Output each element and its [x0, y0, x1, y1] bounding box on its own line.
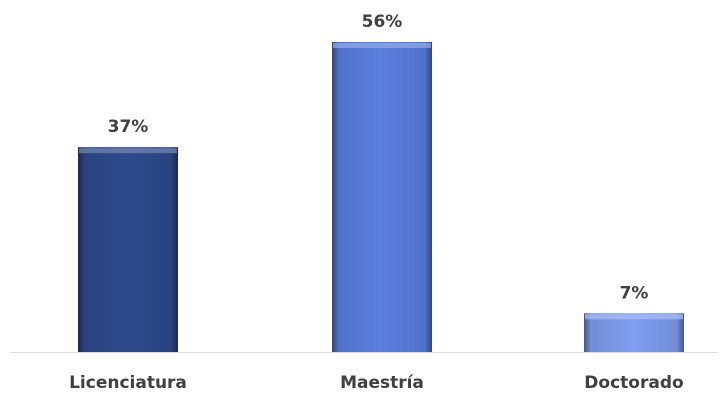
data-label-2: 56% [362, 12, 403, 32]
bar-1 [78, 147, 178, 352]
labels-layer: 37% Licenciatura 56% Maestría 7% Doctorado [69, 12, 684, 393]
data-label-3: 7% [620, 283, 649, 303]
bar-2 [332, 42, 432, 352]
category-label-1: Licenciatura [69, 373, 187, 393]
data-label-1: 37% [108, 117, 149, 137]
category-label-3: Doctorado [584, 373, 683, 393]
bar-bevel-2 [333, 43, 431, 48]
bar-3 [584, 313, 684, 352]
category-label-2: Maestría [340, 373, 424, 393]
bar-bevel-3 [585, 314, 683, 320]
bar-bevel-1 [79, 148, 177, 154]
bars-layer [78, 42, 684, 352]
